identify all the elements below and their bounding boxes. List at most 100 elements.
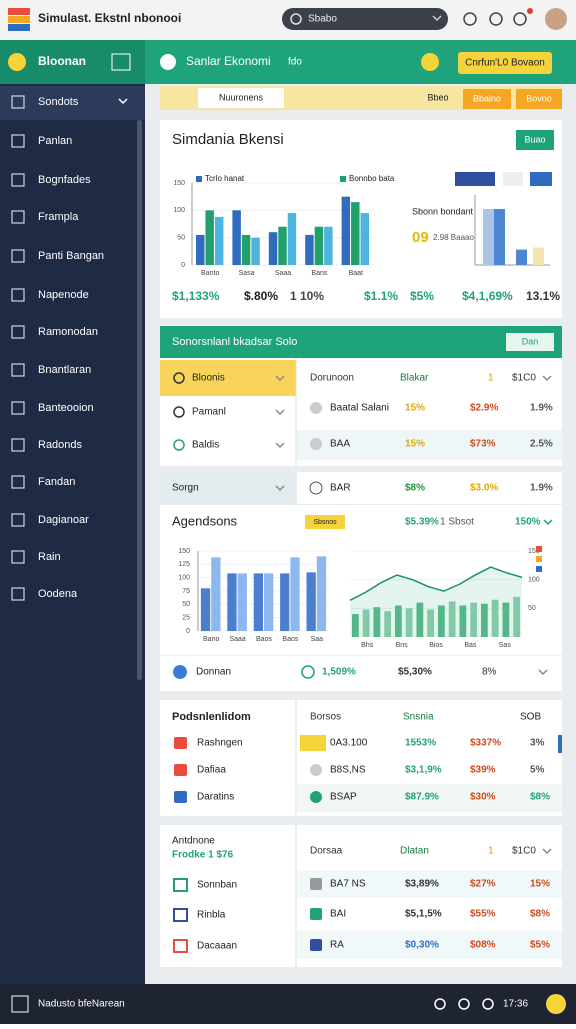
nav-item[interactable]: Radonds [38, 439, 83, 451]
bar [360, 213, 369, 265]
y-tick-label: 50 [182, 601, 190, 608]
x-tick-label: Sas [499, 642, 512, 649]
nav-item[interactable]: Rain [38, 551, 61, 563]
nav-item[interactable]: Bognfades [38, 174, 91, 186]
row-marker [300, 735, 326, 751]
table-cell: $08% [470, 940, 496, 951]
scrollbar [137, 120, 142, 680]
menu-icon [173, 439, 185, 451]
list-item[interactable]: Sonnban [197, 880, 237, 891]
header-button-text[interactable]: Cnrfun'L0 Bovaon [465, 58, 545, 69]
chevron[interactable] [275, 375, 285, 382]
nav-item[interactable]: Frampla [38, 211, 79, 223]
table-cell: 0A3.100 [330, 738, 368, 749]
row-icon [310, 438, 322, 450]
sidebar [0, 84, 145, 984]
collapse-button[interactable] [111, 53, 131, 71]
bar [314, 226, 324, 265]
chevron[interactable] [118, 98, 128, 105]
nav-icon [11, 513, 25, 527]
bar [237, 573, 247, 631]
table-button[interactable] [506, 333, 554, 351]
chevron[interactable] [542, 848, 552, 855]
table-cell: 1.9% [530, 483, 553, 494]
tab-button-text[interactable]: Bbaino [473, 93, 501, 103]
card-title: Agendsons [172, 513, 238, 528]
list-item[interactable]: Rinbla [197, 910, 226, 921]
column-header: 1 [488, 373, 494, 384]
menu-icon [173, 372, 185, 384]
nav-item[interactable]: Bnantlaran [38, 364, 91, 376]
row-highlight [297, 931, 562, 959]
row-icon [309, 481, 323, 495]
menu-item[interactable]: Baldis [192, 440, 219, 451]
legend-swatch [536, 546, 542, 552]
column-header: Snsnia [403, 712, 434, 723]
chevron[interactable] [275, 409, 285, 416]
table-cell: $337% [470, 738, 501, 749]
nav-item[interactable]: Dagianoar [38, 514, 89, 526]
table-cell: $8% [530, 909, 550, 920]
menu-icon [173, 406, 185, 418]
nav-item[interactable]: Panti Bangan [38, 250, 104, 262]
table-cell: Baatal Salani [330, 403, 389, 414]
table-cell: $3,1,9% [405, 765, 442, 776]
chevron[interactable] [543, 519, 553, 526]
nav-item[interactable]: Napenode [38, 289, 89, 301]
y-tick-label: 125 [178, 561, 190, 568]
table-cell: 1553% [405, 738, 436, 749]
header-button[interactable] [458, 52, 552, 74]
chevron[interactable] [542, 375, 552, 382]
search-box[interactable] [282, 8, 448, 30]
nav-item[interactable]: Fandan [38, 476, 75, 488]
nav-item[interactable]: Oodena [38, 588, 78, 600]
bar [211, 557, 221, 631]
nav-item[interactable]: Banteooion [38, 402, 94, 414]
y-tick-label: 100 [528, 577, 540, 584]
nav-item[interactable]: Panlan [38, 135, 72, 147]
stat-value: $5.39% [405, 517, 439, 528]
bar [427, 609, 434, 637]
column-header: SOB [520, 712, 541, 723]
nav-item[interactable]: Sondots [38, 96, 79, 108]
stat-value: 1 Sbsot [440, 517, 474, 528]
x-tick-label: Bios [429, 642, 443, 649]
table-cell: 3% [530, 738, 545, 749]
bar [481, 603, 488, 637]
item-icon [173, 939, 188, 953]
table-cell: $2.9% [470, 403, 498, 414]
chevron[interactable] [538, 669, 548, 676]
menu-item[interactable]: Bloonis [192, 373, 225, 384]
status-text: Nadusto bfeNarean [38, 999, 125, 1010]
nav-icon [11, 363, 25, 377]
menu-item[interactable]: Pamanl [192, 407, 226, 418]
table-cell: $30% [470, 792, 496, 803]
chart-tool[interactable] [455, 172, 495, 186]
tab-button-text[interactable]: Bovno [526, 93, 552, 103]
note-title: Sbonn bondant [412, 206, 474, 216]
bar [253, 573, 263, 631]
list-item[interactable]: Daratins [197, 792, 234, 803]
table-button-text[interactable]: Dan [522, 336, 539, 346]
chevron[interactable] [275, 485, 285, 492]
tab-button[interactable] [516, 89, 562, 109]
toolbar-icon [489, 12, 503, 26]
list-item[interactable]: Rashngen [197, 738, 243, 749]
table-cell: $55% [470, 909, 496, 920]
chart-tool[interactable] [530, 172, 552, 186]
tab-button[interactable] [463, 89, 511, 109]
table-cell: BAR [330, 483, 351, 494]
chevron[interactable] [432, 15, 442, 22]
filter-field[interactable] [160, 472, 296, 504]
chart-tool[interactable] [503, 172, 523, 186]
tab-field[interactable] [198, 88, 284, 108]
list-item[interactable]: Dacaaan [197, 941, 237, 952]
card-button[interactable] [516, 130, 554, 150]
list-item[interactable]: Dafiaa [197, 765, 226, 776]
chevron[interactable] [275, 442, 285, 449]
bar [494, 209, 505, 265]
card-button-text[interactable]: Buao [524, 134, 545, 144]
nav-item[interactable]: Ramonodan [38, 326, 98, 338]
menu-active [160, 360, 296, 396]
